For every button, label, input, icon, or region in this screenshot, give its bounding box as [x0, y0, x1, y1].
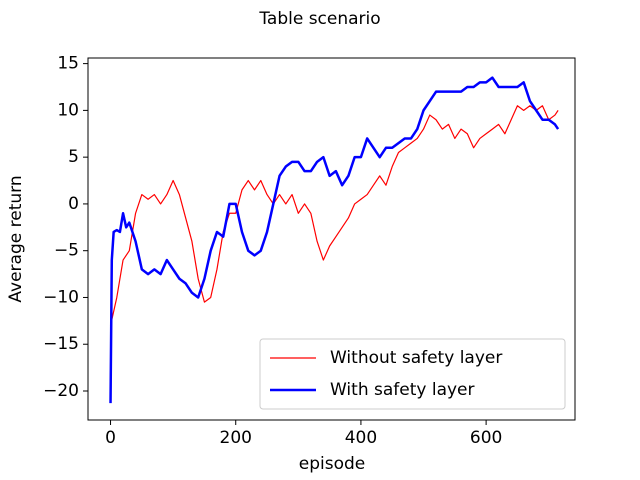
y-tick-label: 5 — [68, 147, 79, 167]
x-tick-label: 200 — [220, 428, 252, 448]
chart-title: Table scenario — [258, 9, 380, 29]
legend-box — [259, 338, 566, 410]
x-tick-label: 400 — [345, 428, 377, 448]
x-tick-label: 600 — [470, 428, 502, 448]
y-axis-label: Average return — [6, 175, 26, 302]
plot-frame — [87, 57, 576, 421]
y-tick-label: 10 — [57, 100, 79, 120]
y-tick-label: −5 — [54, 241, 79, 261]
line-series — [109, 76, 560, 404]
y-tick-label: −20 — [43, 381, 79, 401]
y-tick-label: 15 — [57, 54, 79, 74]
x-tick-label: 0 — [105, 428, 116, 448]
line-series — [109, 105, 559, 326]
y-tick-label: 0 — [68, 194, 79, 214]
legend-label: Without safety layer — [330, 348, 502, 368]
y-tick-label: −10 — [43, 287, 79, 307]
x-axis-label: episode — [299, 454, 365, 474]
y-tick-label: −15 — [43, 334, 79, 354]
legend-label: With safety layer — [330, 380, 475, 400]
